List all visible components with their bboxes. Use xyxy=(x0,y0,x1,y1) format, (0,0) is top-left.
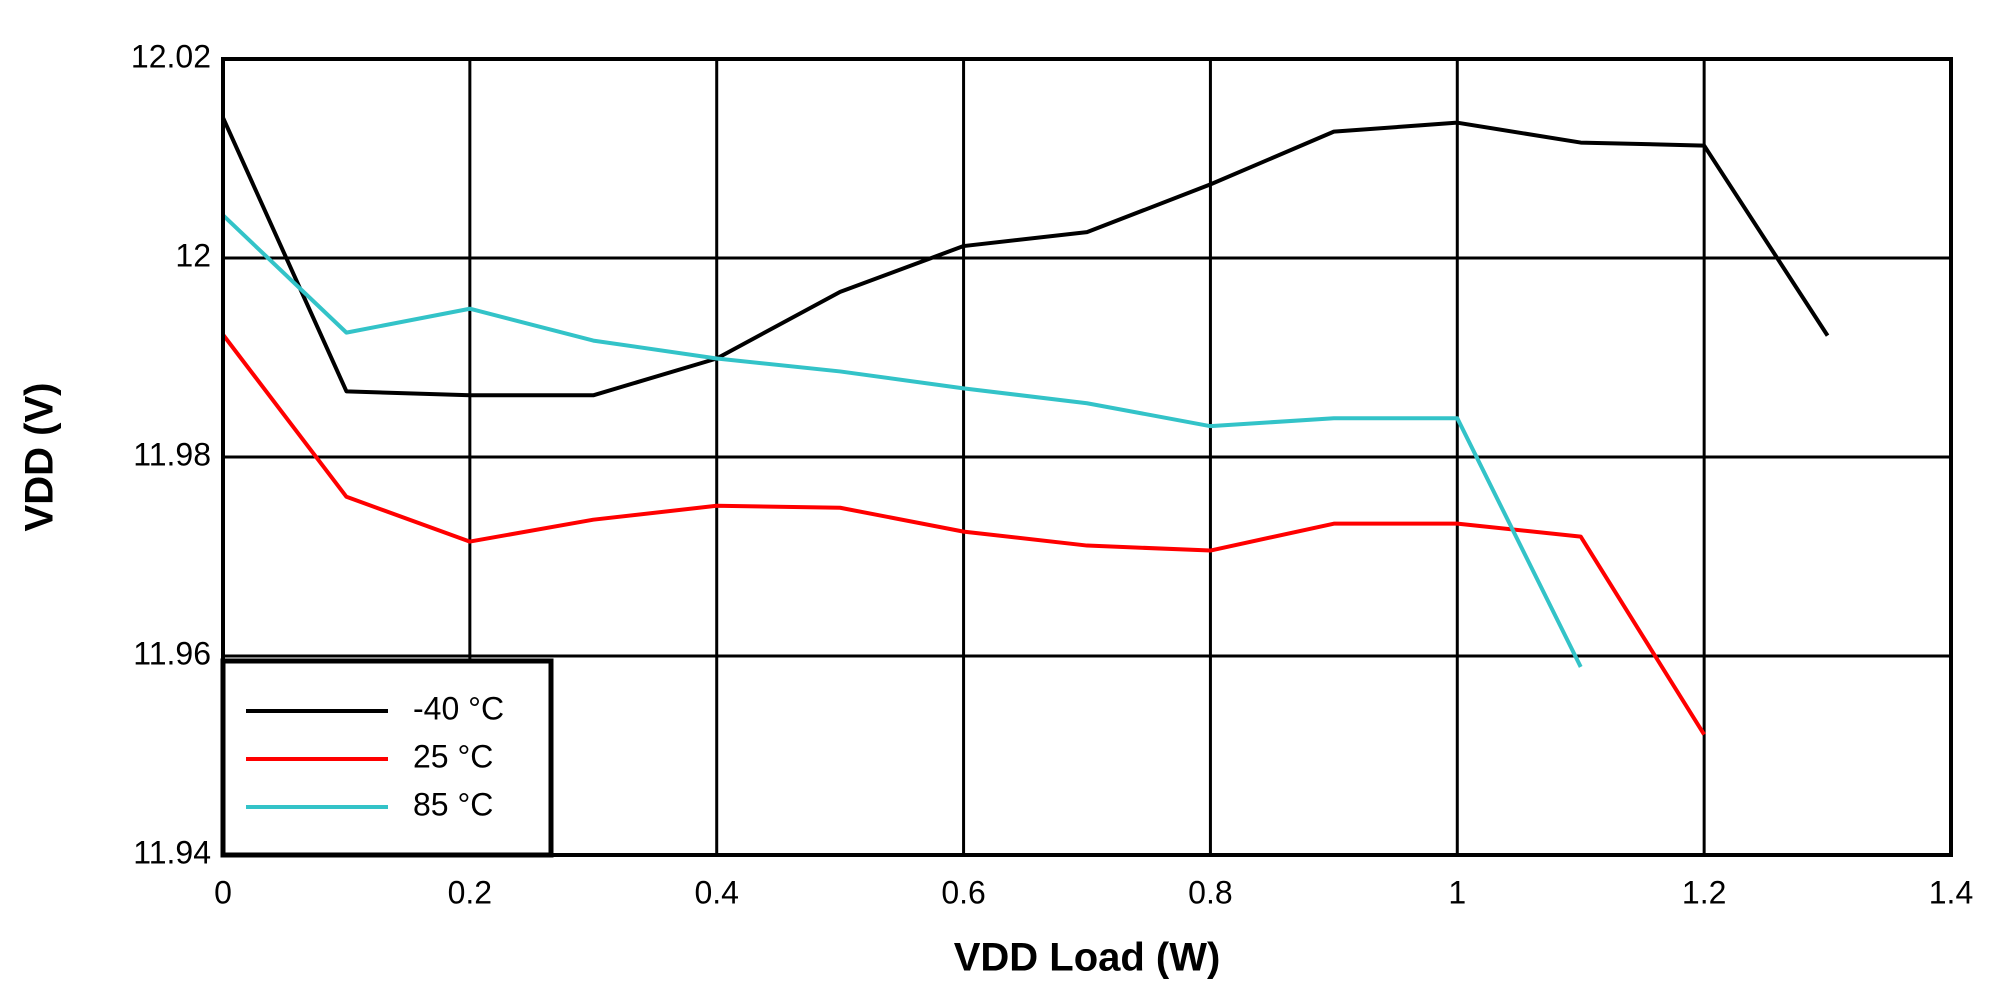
x-tick-label: 1 xyxy=(1448,874,1466,910)
series-line xyxy=(221,333,1706,736)
y-tick-label: 12.02 xyxy=(131,38,211,74)
series-line xyxy=(221,213,1583,668)
y-axis-label: VDD (V) xyxy=(18,383,62,532)
y-tick-label: 11.96 xyxy=(133,635,211,671)
y-tick-label: 11.94 xyxy=(133,834,211,870)
x-tick-label: 0 xyxy=(214,874,232,910)
x-tick-label: 0.6 xyxy=(941,874,985,910)
legend: -40 °C 25 °C 85 °C xyxy=(220,658,554,858)
plot-frame xyxy=(221,57,1953,857)
legend-label: -40 °C xyxy=(413,690,504,726)
x-tick-label: 0.8 xyxy=(1188,874,1232,910)
x-tick-label: 0.4 xyxy=(694,874,738,910)
legend-label: 85 °C xyxy=(413,786,493,822)
series-line xyxy=(221,116,1830,398)
y-tick-label: 12 xyxy=(175,237,211,273)
legend-label: 25 °C xyxy=(413,738,493,774)
x-tick-label: 0.2 xyxy=(448,874,492,910)
x-tick-label: 1.2 xyxy=(1682,874,1726,910)
x-axis-label: VDD Load (W) xyxy=(954,936,1221,980)
x-tick-label: 1.4 xyxy=(1929,874,1973,910)
y-tick-label: 11.98 xyxy=(133,436,211,472)
